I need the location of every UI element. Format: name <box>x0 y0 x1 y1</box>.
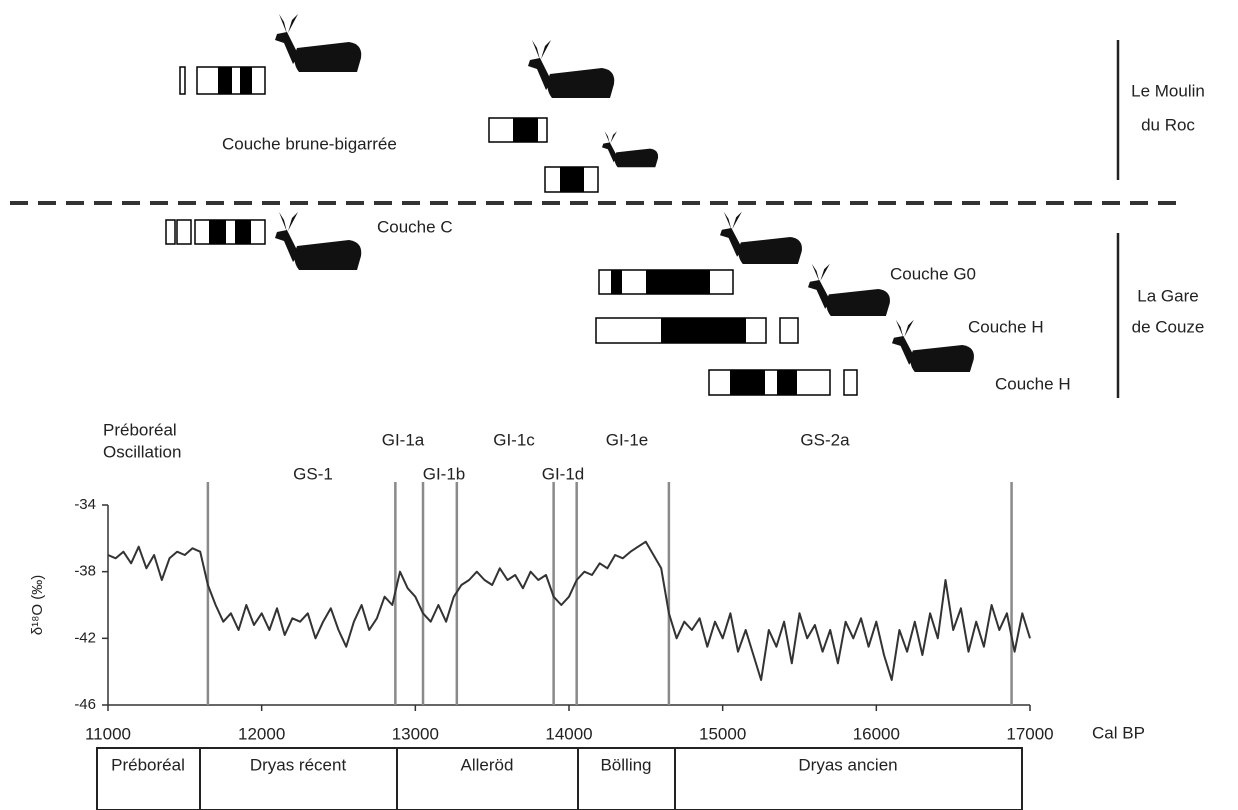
site-name: de Couze <box>1132 317 1205 336</box>
site-name: du Roc <box>1141 115 1195 134</box>
date-range <box>599 270 733 294</box>
date-range <box>596 318 798 343</box>
y-tick-label: -38 <box>74 563 96 580</box>
event-label: GS-1 <box>293 464 333 483</box>
date-range <box>180 67 265 94</box>
reindeer <box>808 264 890 343</box>
layer-label: Couche brune-bigarrée <box>222 134 397 153</box>
y-tick-label: -46 <box>74 696 96 713</box>
date-range <box>489 118 547 142</box>
y-tick-label: -34 <box>74 496 96 513</box>
red-deer <box>275 212 361 300</box>
chronozone: Dryas ancien <box>798 755 897 774</box>
event-label: GI-1a <box>382 430 425 449</box>
x-tick-label: 16000 <box>853 724 900 743</box>
event-label: GI-1c <box>493 430 535 449</box>
event-label: Oscillation <box>103 442 181 461</box>
date-range <box>709 370 857 395</box>
event-label: GS-2a <box>800 430 850 449</box>
layer-label: Couche H <box>995 374 1071 393</box>
figure: Le Moulin du Roc La Gare de Couze Couche… <box>0 0 1238 810</box>
chronozone-table: Préboréal Dryas récent Alleröd Bölling D… <box>97 748 1022 810</box>
event-label: Préboréal <box>103 420 177 439</box>
y-tick-label: -42 <box>74 629 96 646</box>
chronozone: Préboréal <box>111 755 185 774</box>
layer-label: Couche C <box>377 217 453 236</box>
site-name: Le Moulin <box>1131 81 1205 100</box>
chronozone: Dryas récent <box>250 755 347 774</box>
x-tick-label: 13000 <box>392 724 439 743</box>
roe-deer <box>602 131 658 186</box>
x-tick-label: 14000 <box>545 724 592 743</box>
chronozone: Bölling <box>600 755 651 774</box>
x-tick-label: 15000 <box>699 724 746 743</box>
chronozone: Alleröd <box>461 755 514 774</box>
x-tick-label: 11000 <box>85 724 131 743</box>
x-tick-label: 12000 <box>238 724 285 743</box>
x-axis-label: Cal BP <box>1092 723 1145 742</box>
site-name: La Gare <box>1137 286 1198 305</box>
reindeer <box>528 40 614 128</box>
y-axis-label: δ¹⁸O (‰) <box>29 575 46 636</box>
data-line <box>108 542 1030 680</box>
date-range <box>166 220 265 244</box>
x-tick-label: 17000 <box>1006 724 1053 743</box>
reindeer <box>892 320 974 399</box>
red-deer <box>275 14 361 102</box>
event-label: GI-1e <box>606 430 649 449</box>
event-label: GI-1b <box>423 464 466 483</box>
event-label: GI-1d <box>542 464 585 483</box>
date-range <box>545 167 598 192</box>
layer-label: Couche H <box>968 317 1044 336</box>
layer-label: Couche G0 <box>890 264 976 283</box>
